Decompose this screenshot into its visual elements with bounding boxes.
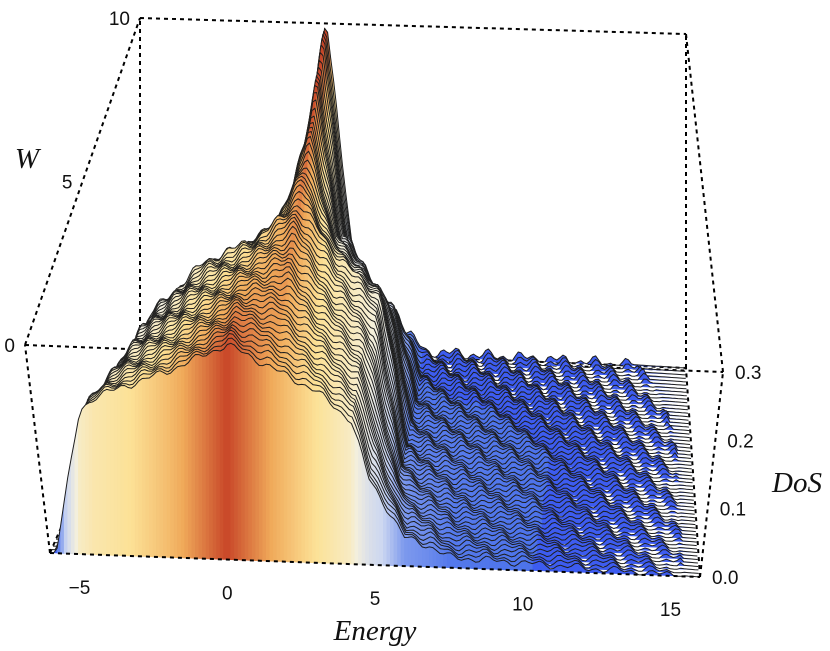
dos-surface: [49, 27, 700, 578]
box-edge-left-top: [24, 17, 141, 346]
box-edge-back-top: [139, 17, 687, 35]
box-edge-right-top: [685, 33, 724, 373]
